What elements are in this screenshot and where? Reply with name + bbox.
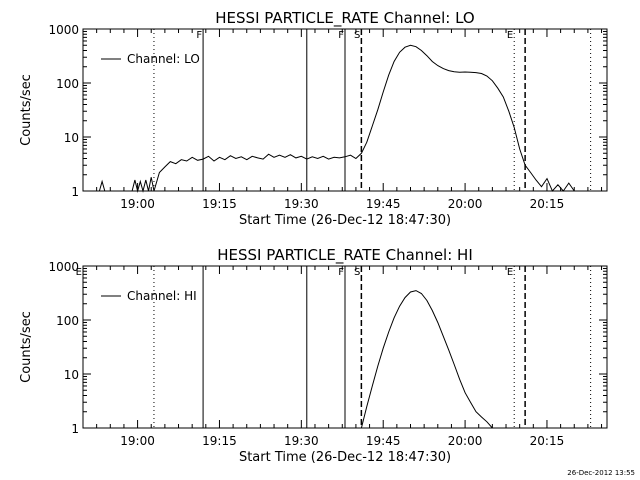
lo-x-tick-label: 19:45 bbox=[366, 197, 401, 211]
lo-y-axis-label: Counts/sec bbox=[19, 74, 34, 146]
hi-channel-panel: HESSI PARTICLE_RATE Channel: HI Start Tim… bbox=[19, 246, 608, 465]
hi-marker-label: E bbox=[507, 267, 513, 278]
lo-chart-title: HESSI PARTICLE_RATE Channel: LO bbox=[215, 9, 474, 28]
hi-y-tick-label: 1 bbox=[71, 422, 79, 436]
lo-channel-panel: HESSI PARTICLE_RATE Channel: LO Start Tim… bbox=[19, 9, 608, 228]
hi-marker-label: E bbox=[76, 267, 82, 278]
lo-legend-entry: Channel: LO bbox=[127, 52, 200, 66]
hi-x-tick-label: 19:00 bbox=[120, 434, 155, 448]
lo-x-tick-label: 19:15 bbox=[202, 197, 237, 211]
lo-x-tick-label: 19:00 bbox=[120, 197, 155, 211]
lo-x-tick-label: 20:00 bbox=[448, 197, 483, 211]
lo-marker-label: E bbox=[507, 30, 513, 41]
lo-x-tick-label: 20:15 bbox=[530, 197, 565, 211]
hi-series-line bbox=[360, 290, 493, 429]
hi-x-axis-label: Start Time (26-Dec-12 18:47:30) bbox=[239, 450, 451, 465]
hi-marker-label: F bbox=[338, 267, 344, 278]
hi-legend-entry: Channel: HI bbox=[127, 289, 197, 303]
lo-x-tick-label: 19:30 bbox=[284, 197, 319, 211]
footer-timestamp: 26-Dec-2012 13:55 bbox=[567, 469, 635, 477]
lo-y-tick-label: 100 bbox=[56, 77, 79, 91]
hi-marker-label: S bbox=[354, 267, 360, 278]
lo-marker-label: F bbox=[196, 30, 202, 41]
hi-x-tick-label: 20:00 bbox=[448, 434, 483, 448]
hi-x-tick-label: 19:15 bbox=[202, 434, 237, 448]
lo-y-tick-label: 1 bbox=[71, 185, 79, 199]
hi-y-axis-label: Counts/sec bbox=[19, 311, 34, 383]
lo-marker-label: F bbox=[338, 30, 344, 41]
lo-x-axis-label: Start Time (26-Dec-12 18:47:30) bbox=[239, 213, 451, 228]
lo-marker-label: S bbox=[354, 30, 360, 41]
hi-chart-title: HESSI PARTICLE_RATE Channel: HI bbox=[217, 246, 473, 265]
lo-y-tick-label: 10 bbox=[64, 131, 79, 145]
lo-y-tick-label: 1000 bbox=[48, 23, 79, 37]
hi-x-tick-label: 19:45 bbox=[366, 434, 401, 448]
hi-x-tick-label: 19:30 bbox=[284, 434, 319, 448]
hi-y-tick-label: 100 bbox=[56, 314, 79, 328]
hi-x-tick-label: 20:15 bbox=[530, 434, 565, 448]
hi-y-tick-label: 1000 bbox=[48, 260, 79, 274]
lo-series-line bbox=[98, 44, 575, 193]
hi-y-tick-label: 10 bbox=[64, 368, 79, 382]
